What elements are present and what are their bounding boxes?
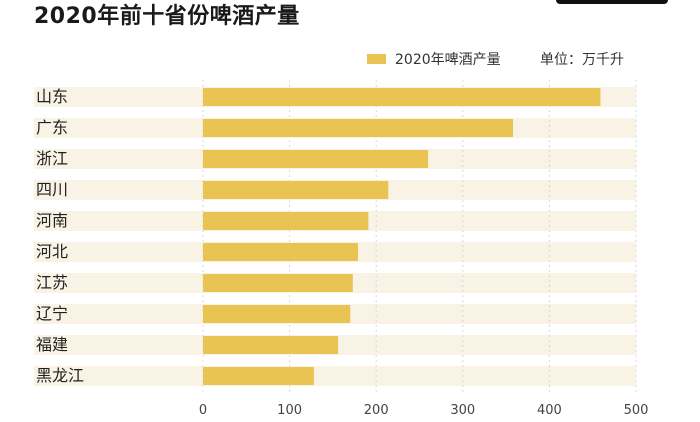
bar [203,181,389,199]
bar [203,336,339,354]
bar [203,150,429,168]
bar [203,305,351,323]
chart-title: 2020年前十省份啤酒产量 [34,4,300,29]
category-label: 河北 [36,242,68,261]
bar [203,212,369,230]
bar [203,274,353,292]
legend-label: 2020年啤酒产量 [395,52,501,68]
unit-label: 单位：万千升 [540,52,624,68]
category-label: 浙江 [36,149,68,168]
x-tick-label: 400 [537,403,562,418]
category-label: 河南 [36,211,68,230]
x-tick-label: 300 [450,403,475,418]
legend-swatch [367,54,386,64]
x-tick-label: 100 [277,403,302,418]
category-label: 山东 [36,87,68,106]
bar [203,119,514,137]
legend: 2020年啤酒产量 单位：万千升 [367,49,667,69]
bar [203,243,359,261]
category-label: 辽宁 [36,304,68,323]
category-label: 广东 [36,118,68,137]
category-label: 黑龙江 [36,366,84,385]
bar [203,88,601,106]
x-tick-label: 200 [364,403,389,418]
row-band [34,366,636,386]
x-tick-label: 500 [624,403,649,418]
category-label: 江苏 [36,273,68,292]
category-label: 四川 [36,180,68,199]
corner-logo [556,0,668,4]
category-label: 福建 [36,335,68,354]
x-tick-label: 0 [199,403,207,418]
bar [203,367,314,385]
